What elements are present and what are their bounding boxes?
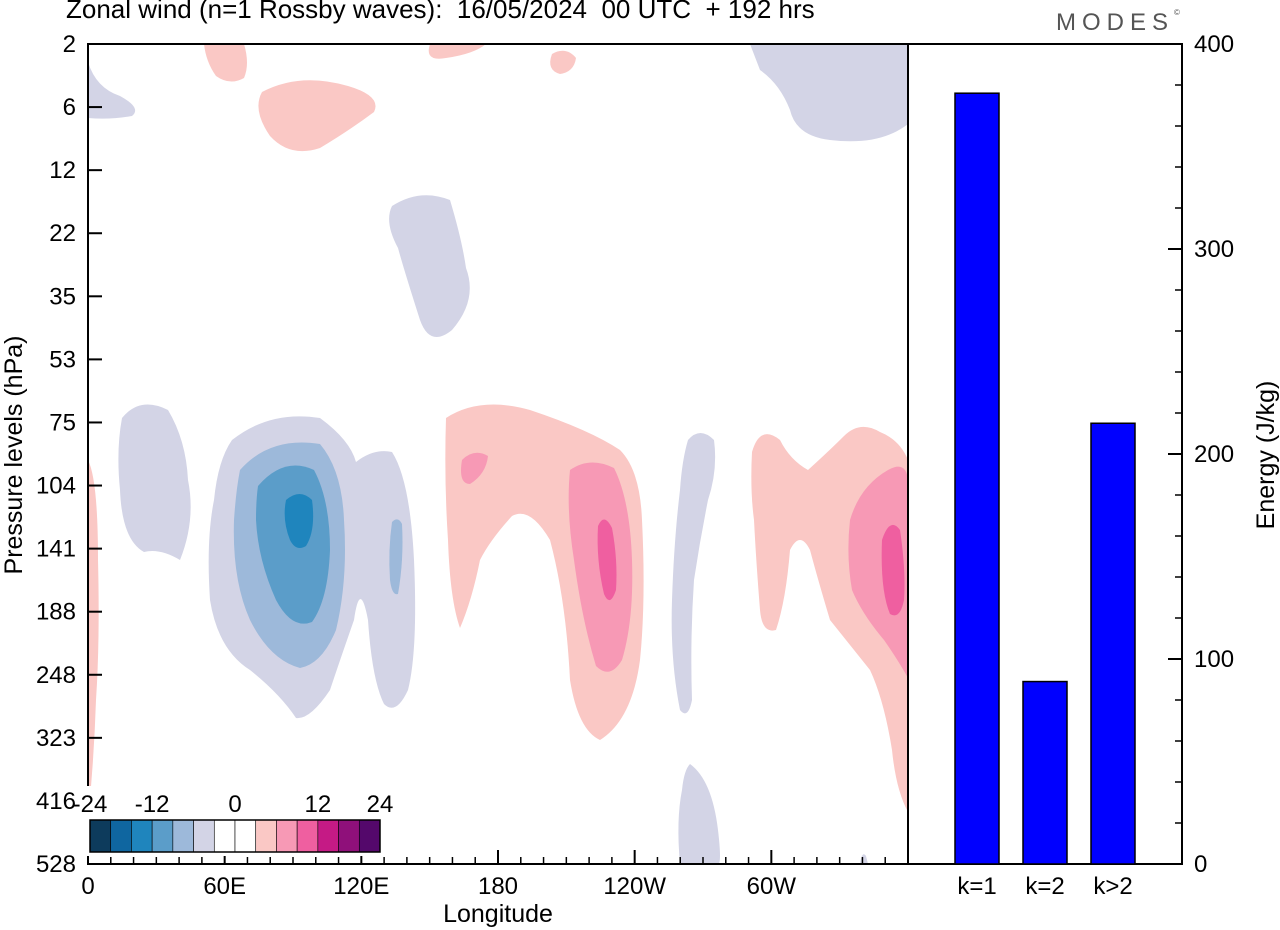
y-tick-label: 188 <box>36 599 76 626</box>
x-tick-label: 60W <box>747 873 797 900</box>
colorbar-label: 24 <box>367 791 394 818</box>
colorbar: -24 -12 0 12 24 <box>73 786 394 856</box>
bar-category-label: k=2 <box>1025 873 1064 900</box>
brand-logo: MODES© <box>1056 8 1180 37</box>
energy-tick-label: 100 <box>1194 646 1234 673</box>
x-tick-label: 120E <box>333 873 389 900</box>
bar-series: k=1 k=2 k>2 <box>954 92 1136 900</box>
contour-neg-5-a <box>88 62 136 119</box>
bar-k=1 <box>954 92 1000 865</box>
bar-category-label: k=1 <box>957 873 996 900</box>
contour-pos-5-c <box>550 50 576 74</box>
y-tick-label: 53 <box>49 346 76 373</box>
colorbar-label: 0 <box>228 791 241 818</box>
contour-pos-5-a <box>204 44 247 82</box>
y-tick-label: 141 <box>36 536 76 563</box>
colorbar-frame <box>89 819 381 853</box>
colorbar-swatch <box>193 819 215 853</box>
brand-mark: © <box>1174 8 1180 17</box>
contour-pos-10-a <box>461 452 488 484</box>
colorbar-swatch <box>296 819 319 853</box>
colorbar-swatch <box>317 819 339 853</box>
y-tick-label: 104 <box>36 473 76 500</box>
colorbar-swatch <box>213 819 236 853</box>
contour-pos-15-a <box>597 519 617 601</box>
x-tick-label: 120W <box>603 873 666 900</box>
x-tick-label: 0 <box>81 873 94 900</box>
colorbar-label: 12 <box>305 791 332 818</box>
colorbar-swatch <box>234 819 257 853</box>
x-tick-label: 180 <box>478 873 518 900</box>
colorbar-swatch <box>131 819 153 853</box>
y-tick-label: 12 <box>49 157 76 184</box>
energy-axis: 0 100 200 300 400 <box>1168 31 1234 878</box>
colorbar-swatch <box>110 819 132 853</box>
colorbar-swatch <box>358 819 381 853</box>
y-axis-label: Pressure levels (hPa) <box>0 336 28 575</box>
colorbar-label: -12 <box>135 791 170 818</box>
y-tick-label: 6 <box>63 94 76 121</box>
y-tick-label: 528 <box>36 851 76 878</box>
contour-pos-5-b <box>428 44 486 59</box>
contour-field <box>88 44 908 864</box>
contour-neg-5-g <box>678 764 720 864</box>
colorbar-swatch <box>89 819 112 853</box>
contour-neg-5-f <box>671 433 716 714</box>
colorbar-swatch <box>172 819 194 853</box>
y-tick-label: 416 <box>36 788 76 815</box>
contour-neg-20 <box>284 494 314 548</box>
contour-pos-15-b <box>881 524 905 616</box>
contour-neg-5-c <box>389 195 470 338</box>
contour-neg-5-h <box>860 854 868 864</box>
contour-neg-5-d <box>118 404 191 560</box>
y-tick-label: 22 <box>49 220 76 247</box>
bar-category-label: k>2 <box>1093 873 1132 900</box>
colorbar-swatch <box>255 819 277 853</box>
x-axis-label: Longitude <box>443 900 553 928</box>
y-tick-label: 2 <box>63 31 76 58</box>
energy-tick-label: 200 <box>1194 441 1234 468</box>
energy-axis-label: Energy (J/kg) <box>1252 381 1280 530</box>
bar-k=2 <box>1022 680 1068 865</box>
energy-tick-label: 400 <box>1194 31 1234 58</box>
colorbar-swatch <box>151 819 174 853</box>
colorbar-swatch <box>276 819 298 853</box>
contour-neg-5-b <box>750 44 908 142</box>
brand-name: MODES <box>1056 9 1175 36</box>
energy-tick-label: 0 <box>1194 851 1207 878</box>
chart-title: Zonal wind (n=1 Rossby waves): 16/05/202… <box>66 0 815 24</box>
colorbar-swatch <box>338 819 360 853</box>
x-tick-label: 60E <box>203 873 246 900</box>
y-tick-label: 248 <box>36 662 76 689</box>
colorbar-label: -24 <box>73 791 108 818</box>
contour-pos-10-c <box>848 466 908 678</box>
y-tick-label: 75 <box>49 409 76 436</box>
energy-tick-label: 300 <box>1194 236 1234 263</box>
y-tick-label: 35 <box>49 283 76 310</box>
y-tick-label: 323 <box>36 725 76 752</box>
x-axis: 0 60E 120E 180 120W 60W <box>81 850 886 900</box>
contour-neg-10-b <box>389 519 403 595</box>
y-axis: 2 6 12 22 35 53 75 104 141 188 248 323 416 528 <box>36 31 102 878</box>
contour-pos-5-d <box>258 80 376 152</box>
bar-k>2 <box>1090 422 1136 865</box>
contour-pos-5-g <box>88 460 99 820</box>
